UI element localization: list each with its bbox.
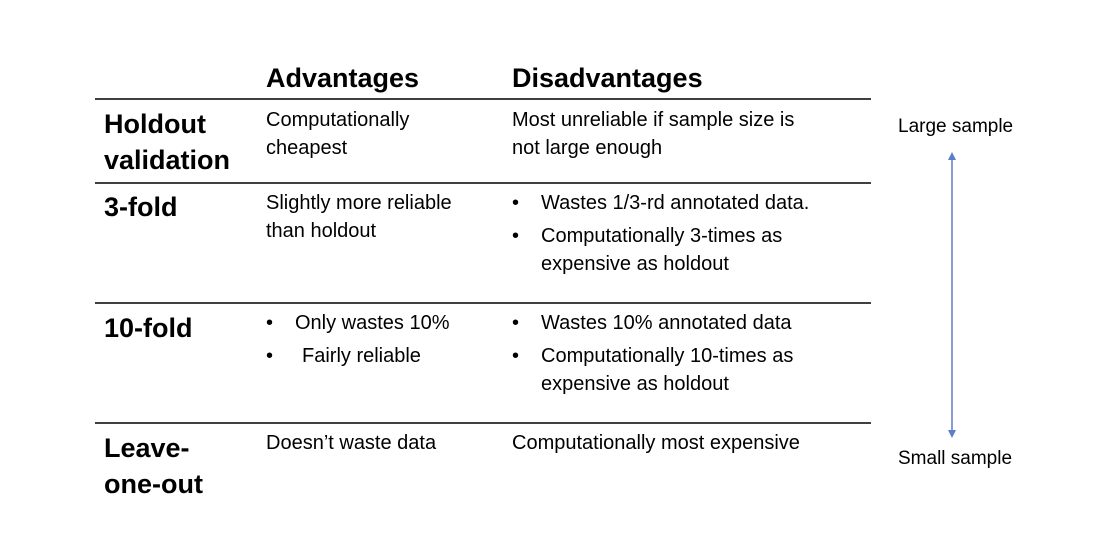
bullet-icon: • <box>512 312 520 334</box>
bullet-line: expensive as holdout <box>541 253 729 275</box>
bullet-line: Only wastes 10% <box>295 312 450 334</box>
bullet-line: Fairly reliable <box>302 345 421 367</box>
rule-row-3 <box>95 422 871 424</box>
bullet-icon: • <box>266 345 274 367</box>
cell-line: Computationally most expensive <box>512 432 800 454</box>
row-label-leave-one-out: Leave- one-out <box>104 430 203 502</box>
rule-header <box>95 98 871 100</box>
row-label-line: Holdout <box>104 109 206 139</box>
header-advantages: Advantages <box>266 63 420 93</box>
cell-line: Most unreliable if sample size is <box>512 109 795 131</box>
list-item: • Only wastes 10% <box>266 309 450 337</box>
bullet-icon: • <box>512 345 520 367</box>
row-label-holdout: Holdout validation <box>104 106 230 178</box>
list-item: • Fairly reliable <box>266 342 450 370</box>
bullet-icon: • <box>512 192 520 214</box>
scale-label-small-sample: Small sample <box>898 448 1013 469</box>
cell-line: Slightly more reliable <box>266 192 452 214</box>
cell-leave-one-out-advantages: Doesn’t waste data <box>266 429 436 457</box>
row-label-3-fold: 3-fold <box>104 192 178 222</box>
header-disadvantages: Disadvantages <box>512 63 703 93</box>
cell-10-fold-advantages: • Only wastes 10% • Fairly reliable <box>266 309 450 375</box>
double-arrow-icon <box>948 152 956 438</box>
cell-3-fold-advantages: Slightly more reliable than holdout <box>266 189 452 245</box>
rule-row-1 <box>95 182 871 184</box>
rule-row-2 <box>95 302 871 304</box>
bullet-line: Computationally 10-times as <box>541 345 794 367</box>
list-item: • Computationally 10-times as expensive … <box>512 342 793 398</box>
bullet-line: Wastes 1/3-rd annotated data. <box>541 192 810 214</box>
cell-holdout-disadvantages: Most unreliable if sample size is not la… <box>512 106 794 162</box>
cell-line: Computationally <box>266 109 410 131</box>
list-item: • Wastes 1/3-rd annotated data. <box>512 189 809 217</box>
bullet-line: Computationally 3-times as <box>541 225 783 247</box>
bullet-line: Wastes 10% annotated data <box>541 312 792 334</box>
arrow-head-up <box>948 152 956 160</box>
arrow-head-down <box>948 430 956 438</box>
scale-label-large-sample: Large sample <box>898 116 1014 137</box>
cell-line: not large enough <box>512 137 663 159</box>
cell-10-fold-disadvantages: • Wastes 10% annotated data • Computatio… <box>512 309 793 403</box>
row-label-line: validation <box>104 145 231 175</box>
bullet-icon: • <box>512 225 520 247</box>
row-label-line: one-out <box>104 469 203 499</box>
row-label-10-fold: 10-fold <box>104 313 193 343</box>
cell-line: than holdout <box>266 220 377 242</box>
cell-holdout-advantages: Computationally cheapest <box>266 106 409 162</box>
bullet-icon: • <box>266 312 274 334</box>
cell-line: cheapest <box>266 137 348 159</box>
bullet-line: expensive as holdout <box>541 373 729 395</box>
cell-leave-one-out-disadvantages: Computationally most expensive <box>512 429 800 457</box>
cell-line: Doesn’t waste data <box>266 432 437 454</box>
list-item: • Computationally 3-times as expensive a… <box>512 222 809 278</box>
list-item: • Wastes 10% annotated data <box>512 309 793 337</box>
cell-3-fold-disadvantages: • Wastes 1/3-rd annotated data. • Comput… <box>512 189 809 283</box>
row-label-line: Leave- <box>104 433 190 463</box>
